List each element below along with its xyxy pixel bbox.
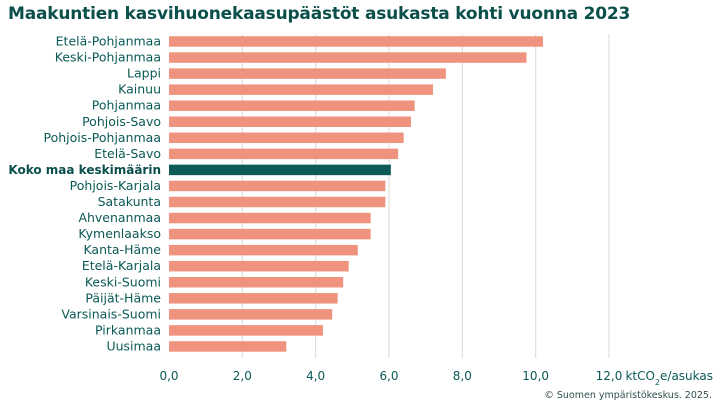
bar	[169, 196, 386, 208]
x-tick-label: 8,0	[453, 369, 472, 383]
bar	[169, 260, 349, 272]
bar	[169, 244, 358, 256]
x-tick-label: 12,0	[596, 369, 623, 383]
x-tick-label: 2,0	[233, 369, 252, 383]
bar	[169, 341, 287, 352]
bar	[169, 68, 446, 79]
bar	[169, 293, 338, 304]
category-label: Etelä-Savo	[94, 146, 161, 161]
category-label: Keski-Pohjanmaa	[55, 50, 161, 65]
category-label: Kymenlaakso	[78, 226, 161, 241]
bar	[169, 132, 404, 144]
bar	[169, 180, 386, 192]
category-label: Pohjanmaa	[92, 98, 161, 113]
category-label: Keski-Suomi	[85, 274, 161, 289]
bar	[169, 84, 433, 95]
bar	[169, 36, 543, 47]
category-label: Etelä-Pohjanmaa	[56, 34, 161, 49]
bar	[169, 212, 371, 224]
category-label: Varsinais-Suomi	[61, 306, 161, 321]
category-label: Kainuu	[118, 82, 161, 97]
category-label: Pirkanmaa	[95, 322, 161, 337]
bar	[169, 325, 323, 336]
category-label-highlight: Koko maa keskimäärin	[8, 163, 161, 177]
bar	[169, 52, 527, 63]
category-label: Pohjois-Savo	[82, 114, 161, 129]
bar	[169, 100, 415, 111]
x-tick-label: 6,0	[379, 369, 398, 383]
bar	[169, 309, 333, 320]
x-tick-label: 10,0	[522, 369, 549, 383]
x-axis-label: ktCO2e/asukas	[625, 369, 713, 387]
bar	[169, 228, 371, 240]
category-label: Päijät-Häme	[85, 290, 161, 305]
category-label: Lappi	[127, 66, 161, 81]
x-tick-label: 0,0	[159, 369, 178, 383]
category-label: Kanta-Häme	[83, 242, 161, 257]
category-label: Pohjois-Karjala	[70, 178, 161, 193]
bar	[169, 277, 344, 288]
category-label: Ahvenanmaa	[78, 210, 161, 225]
category-label: Uusimaa	[106, 338, 161, 353]
bar	[169, 148, 399, 160]
bar-highlight	[169, 164, 391, 176]
category-label: Pohjois-Pohjanmaa	[44, 130, 162, 145]
chart-title: Maakuntien kasvihuonekaasupäästöt asukas…	[8, 4, 631, 24]
category-label: Satakunta	[98, 194, 161, 209]
category-label: Etelä-Karjala	[82, 258, 161, 273]
bar	[169, 116, 411, 127]
source-credit: © Suomen ympäristökeskus. 2025.	[544, 390, 712, 401]
x-tick-label: 4,0	[306, 369, 325, 383]
